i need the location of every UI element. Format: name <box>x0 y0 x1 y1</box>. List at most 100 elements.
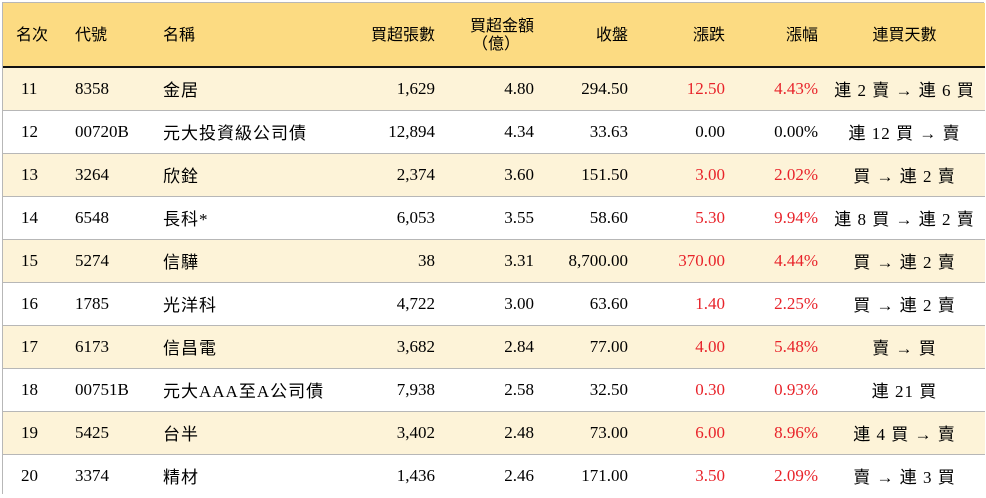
cell-close: 294.50 <box>540 66 634 110</box>
cell-pct: 4.43% <box>731 66 824 110</box>
cell-buy-shares: 3,402 <box>337 410 441 454</box>
table-row: 20 3374 精材 1,436 2.46 171.00 3.50 2.09% 賣 → 連 3 … <box>3 453 985 497</box>
cell-buy-amount: 3.60 <box>441 152 540 196</box>
cell-close: 151.50 <box>540 152 634 196</box>
cell-change: 1.40 <box>634 281 731 325</box>
cell-rank: 17 <box>3 324 65 368</box>
table-row: 16 1785 光洋科 4,722 3.00 63.60 1.40 2.25% 買 → 連 2 … <box>3 281 985 325</box>
table-row: 18 00751B 元大AAA至A公司債 7,938 2.58 32.50 0.30 0.93… <box>3 367 985 411</box>
cell-name: 光洋科 <box>147 281 337 325</box>
header-name: 名稱 <box>163 24 196 44</box>
cell-name: 台半 <box>147 410 337 454</box>
cell-name: 信驊 <box>147 238 337 282</box>
cell-rank: 12 <box>3 109 65 153</box>
cell-change: 6.00 <box>634 410 731 454</box>
cell-streak: 連 4 買 → 賣 <box>824 410 985 454</box>
cell-close: 8,700.00 <box>540 238 634 282</box>
cell-buy-shares: 4,722 <box>337 281 441 325</box>
table-row: 14 6548 長科* 6,053 3.55 58.60 5.30 9.94% 連 8 買 → … <box>3 195 985 239</box>
cell-change: 0.30 <box>634 367 731 411</box>
cell-code: 6548 <box>65 195 147 239</box>
cell-close: 77.00 <box>540 324 634 368</box>
table-row: 13 3264 欣銓 2,374 3.60 151.50 3.00 2.02% 買 → 連 2 … <box>3 152 985 196</box>
cell-buy-shares: 2,374 <box>337 152 441 196</box>
table-row: 12 00720B 元大投資級公司債 12,894 4.34 33.63 0.00 0.00%… <box>3 109 985 153</box>
cell-rank: 11 <box>3 66 65 110</box>
header-buy-amount-line1: 買超金額 <box>469 15 534 35</box>
table-header-row: 名次 代號 名稱 買超張數 買超金額 （億） 收盤 漲跌 漲幅 連買天數 <box>3 3 985 67</box>
cell-code: 3264 <box>65 152 147 196</box>
cell-buy-shares: 1,436 <box>337 453 441 497</box>
net-buy-ranking-table: 名次 代號 名稱 買超張數 買超金額 （億） 收盤 漲跌 漲幅 連買天數 11 8… <box>3 3 985 497</box>
cell-name: 元大投資級公司債 <box>147 109 337 153</box>
cell-streak: 連 8 買 → 連 2 賣 <box>824 195 985 239</box>
cell-close: 171.00 <box>540 453 634 497</box>
cell-close: 33.63 <box>540 109 634 153</box>
cell-pct: 5.48% <box>731 324 824 368</box>
cell-close: 73.00 <box>540 410 634 454</box>
cell-pct: 2.02% <box>731 152 824 196</box>
header-streak: 連買天數 <box>872 24 937 44</box>
cell-pct: 4.44% <box>731 238 824 282</box>
cell-rank: 14 <box>3 195 65 239</box>
header-buy-amount: 買超金額 （億） <box>441 3 540 67</box>
cell-close: 32.50 <box>540 367 634 411</box>
cell-buy-amount: 4.34 <box>441 109 540 153</box>
cell-buy-amount: 4.80 <box>441 66 540 110</box>
cell-rank: 19 <box>3 410 65 454</box>
cell-buy-shares: 3,682 <box>337 324 441 368</box>
cell-streak: 買 → 連 2 賣 <box>824 281 985 325</box>
cell-change: 370.00 <box>634 238 731 282</box>
header-code: 代號 <box>75 24 108 44</box>
table-row: 17 6173 信昌電 3,682 2.84 77.00 4.00 5.48% 賣 → 買 <box>3 324 985 368</box>
cell-streak: 買 → 連 2 賣 <box>824 238 985 282</box>
cell-pct: 0.93% <box>731 367 824 411</box>
cell-code: 00751B <box>65 367 147 411</box>
cell-pct: 0.00% <box>731 109 824 153</box>
header-buy-shares: 買超張數 <box>370 24 435 44</box>
cell-streak: 連 12 買 → 賣 <box>824 109 985 153</box>
table-row: 15 5274 信驊 38 3.31 8,700.00 370.00 4.44% 買 → 連 2… <box>3 238 985 282</box>
cell-buy-shares: 38 <box>337 238 441 282</box>
cell-pct: 2.25% <box>731 281 824 325</box>
cell-buy-amount: 3.00 <box>441 281 540 325</box>
table-body: 11 8358 金居 1,629 4.80 294.50 12.50 4.43% 連 2 賣 →… <box>3 66 985 497</box>
header-buy-amount-line2: （億） <box>471 33 520 53</box>
cell-close: 58.60 <box>540 195 634 239</box>
cell-change: 4.00 <box>634 324 731 368</box>
cell-name: 欣銓 <box>147 152 337 196</box>
cell-close: 63.60 <box>540 281 634 325</box>
cell-buy-shares: 6,053 <box>337 195 441 239</box>
cell-code: 6173 <box>65 324 147 368</box>
cell-code: 1785 <box>65 281 147 325</box>
cell-pct: 8.96% <box>731 410 824 454</box>
cell-change: 3.50 <box>634 453 731 497</box>
cell-buy-amount: 2.46 <box>441 453 540 497</box>
cell-streak: 連 2 賣 → 連 6 買 <box>824 66 985 110</box>
cell-buy-shares: 7,938 <box>337 367 441 411</box>
header-pct: 漲幅 <box>785 24 818 44</box>
cell-name: 精材 <box>147 453 337 497</box>
table-row: 11 8358 金居 1,629 4.80 294.50 12.50 4.43% 連 2 賣 →… <box>3 66 985 110</box>
cell-pct: 9.94% <box>731 195 824 239</box>
cell-buy-amount: 3.55 <box>441 195 540 239</box>
cell-code: 00720B <box>65 109 147 153</box>
cell-code: 5425 <box>65 410 147 454</box>
cell-code: 8358 <box>65 66 147 110</box>
table-row: 19 5425 台半 3,402 2.48 73.00 6.00 8.96% 連 4 買 → 賣 <box>3 410 985 454</box>
cell-rank: 18 <box>3 367 65 411</box>
cell-buy-amount: 2.84 <box>441 324 540 368</box>
cell-change: 12.50 <box>634 66 731 110</box>
cell-streak: 連 21 買 <box>824 367 985 411</box>
cell-buy-amount: 3.31 <box>441 238 540 282</box>
cell-streak: 賣 → 連 3 買 <box>824 453 985 497</box>
cell-streak: 買 → 連 2 賣 <box>824 152 985 196</box>
header-close: 收盤 <box>595 24 628 44</box>
cell-rank: 20 <box>3 453 65 497</box>
header-change: 漲跌 <box>692 24 725 44</box>
cell-change: 5.30 <box>634 195 731 239</box>
cell-streak: 賣 → 買 <box>824 324 985 368</box>
cell-pct: 2.09% <box>731 453 824 497</box>
cell-rank: 16 <box>3 281 65 325</box>
